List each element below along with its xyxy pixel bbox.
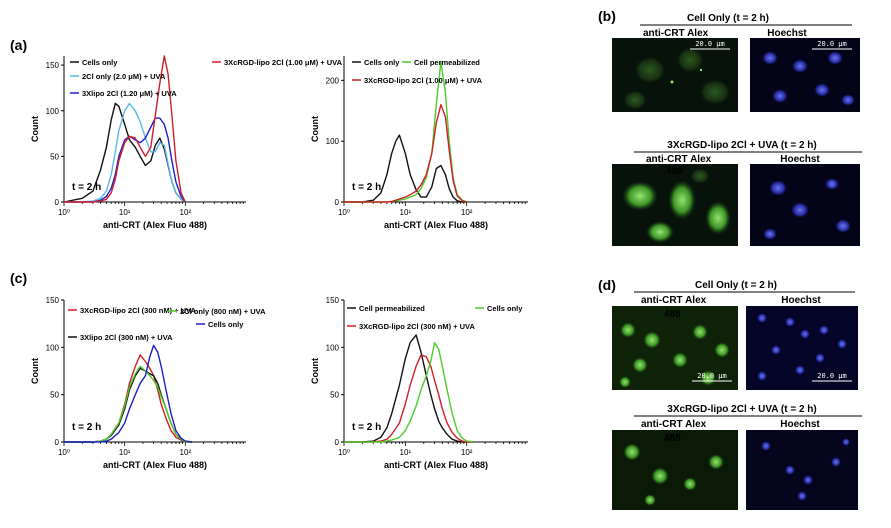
series-line-4: [64, 344, 193, 443]
column-label: anti-CRT Alex: [646, 154, 712, 165]
y-tick-label: 100: [326, 137, 340, 146]
micrograph-title: 3XcRGD-lipo 2Cl + UVA (t = 2 h): [667, 140, 816, 151]
legend-a-left: Cells only 2Cl only (2.0 μM) + UVA 3Xlip…: [70, 58, 343, 98]
series-line-4: [64, 55, 186, 203]
scale-bar-label: 20.0 μm: [695, 40, 725, 48]
time-annotation: t = 2 h: [352, 422, 381, 433]
micrograph-title: Cell Only (t = 2 h): [687, 13, 769, 24]
column-label: Hoechst: [780, 154, 820, 165]
column-label: anti-CRT Alex: [643, 28, 709, 39]
legend-c-right: Cell permeabilized 3XcRGD-lipo 2Cl (300 …: [347, 304, 523, 331]
legend-entry: Cells only: [364, 58, 400, 67]
x-tick-label: 10¹: [400, 208, 412, 217]
legend-entry: 3XcRGD-lipo 2Cl (1.00 μM) + UVA: [364, 76, 483, 85]
panel-label-c: (c): [10, 270, 27, 286]
x-tick-label: 10²: [461, 208, 473, 217]
time-annotation: t = 2 h: [352, 182, 381, 193]
y-tick-label: 100: [326, 343, 340, 352]
legend-entry: 2Cl only (800 nM) + UVA: [180, 307, 266, 316]
y-tick-label: 150: [46, 296, 60, 305]
legend-entry: Cells only: [487, 304, 523, 313]
x-axis-label: anti-CRT (Alex Fluo 488): [384, 220, 488, 230]
x-tick-label: 10⁰: [338, 448, 350, 457]
legend-entry: 3XcRGD-lipo 2Cl (1.00 μM) + UVA: [224, 58, 343, 67]
series-line-2: [344, 354, 474, 443]
legend-entry: Cells only: [208, 320, 244, 329]
y-tick-label: 50: [330, 391, 339, 400]
chart-a-left: 0 50 100 150 10⁰ 10¹ 10² anti-CRT (Alex Fluo 48…: [30, 55, 246, 230]
column-label: Hoechst: [780, 419, 820, 430]
series-line-2: [64, 102, 186, 203]
y-tick-label: 150: [46, 61, 60, 70]
x-tick-label: 10⁰: [58, 448, 70, 457]
y-tick-label: 200: [326, 76, 340, 85]
legend-a-right: Cells only Cell permeabilized 3XcRGD-lip…: [352, 58, 483, 85]
panel-label-d: (d): [598, 277, 616, 293]
x-tick-label: 10²: [461, 448, 473, 457]
series-line-1: [344, 334, 474, 443]
column-label: anti-CRT Alex: [641, 295, 707, 306]
series-line-3: [344, 341, 474, 443]
y-tick-label: 0: [55, 198, 60, 207]
x-tick-label: 10¹: [119, 448, 131, 457]
panel-label-b: (b): [598, 8, 616, 24]
y-axis-label: Count: [310, 358, 320, 384]
legend-entry: Cells only: [82, 58, 118, 67]
time-annotation: t = 2 h: [72, 422, 101, 433]
time-annotation: t = 2 h: [72, 182, 101, 193]
micrograph-title: 3XcRGD-lipo 2Cl + UVA (t = 2 h): [667, 404, 816, 415]
column-label: anti-CRT Alex: [641, 419, 707, 430]
legend-entry: 3Xlipo 2Cl (300 nM) + UVA: [80, 333, 173, 342]
micrograph-title: Cell Only (t = 2 h): [695, 280, 777, 291]
y-tick-label: 50: [50, 152, 59, 161]
series-line-1: [344, 134, 467, 203]
chart-c-right: 0 50 100 150 10⁰ 10¹ 10² anti-CRT (Alex Fluo 48…: [310, 296, 528, 470]
panel-label-a: (a): [10, 37, 27, 53]
y-tick-label: 0: [335, 198, 340, 207]
micrograph-panel-d: Cell Only (t = 2 h) anti-CRT Alex Hoechs…: [612, 280, 862, 510]
y-tick-label: 100: [46, 343, 60, 352]
column-label-suffix: 488: [666, 166, 683, 177]
column-label: Hoechst: [781, 295, 821, 306]
y-tick-label: 100: [46, 107, 60, 116]
micrograph-panel-b: Cell Only (t = 2 h) anti-CRT Alex Hoechs…: [612, 13, 862, 246]
legend-entry: Cell permeabilized: [359, 304, 425, 313]
legend-entry: 2Cl only (2.0 μM) + UVA: [82, 72, 166, 81]
series-line-3: [344, 104, 467, 203]
column-label-suffix: 488: [664, 433, 681, 444]
y-tick-label: 0: [55, 438, 60, 447]
y-axis-label: Count: [310, 116, 320, 142]
y-tick-label: 0: [335, 438, 340, 447]
x-tick-label: 10⁰: [338, 208, 350, 217]
scale-bar-label: 20.0 μm: [817, 372, 847, 380]
y-axis-label: Count: [30, 358, 40, 384]
column-label: Hoechst: [767, 28, 807, 39]
legend-entry: 3Xlipo 2Cl (1.20 μM) + UVA: [82, 89, 177, 98]
chart-a-right: 0 100 200 10⁰ 10¹ 10² anti-CRT (Alex Fluo 488)…: [310, 56, 528, 230]
legend-c-left: 3XcRGD-lipo 2Cl (300 nM) + UVA 3Xlipo 2C…: [68, 306, 266, 342]
y-tick-label: 50: [50, 391, 59, 400]
x-tick-label: 10²: [180, 448, 192, 457]
legend-entry: 3XcRGD-lipo 2Cl (300 nM) + UVA: [359, 322, 476, 331]
x-axis-label: anti-CRT (Alex Fluo 488): [103, 220, 207, 230]
legend-entry: 3XcRGD-lipo 2Cl (300 nM) + UVA: [80, 306, 197, 315]
x-tick-label: 10⁰: [58, 208, 70, 217]
x-tick-label: 10¹: [400, 448, 412, 457]
y-axis-label: Count: [30, 116, 40, 142]
chart-c-left: 0 50 100 150 10⁰ 10¹ 10² anti-CRT (Alex Fluo 48…: [30, 296, 246, 470]
scale-bar-label: 20.0 μm: [817, 40, 847, 48]
series-line-3: [64, 365, 193, 443]
column-label-suffix: 488: [664, 309, 681, 320]
legend-entry: Cell permeabilized: [414, 58, 480, 67]
x-axis-label: anti-CRT (Alex Fluo 488): [103, 460, 207, 470]
x-tick-label: 10²: [180, 208, 192, 217]
x-axis-label: anti-CRT (Alex Fluo 488): [384, 460, 488, 470]
x-tick-label: 10¹: [119, 208, 131, 217]
y-tick-label: 150: [326, 296, 340, 305]
scale-bar-label: 20.0 μm: [697, 372, 727, 380]
